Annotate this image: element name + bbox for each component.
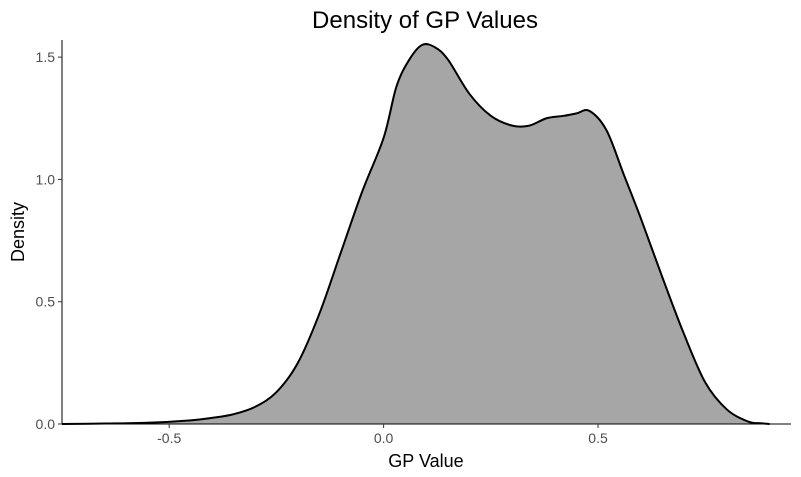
y-tick-label: 1.5 <box>36 49 56 65</box>
x-tick-label: -0.5 <box>157 430 181 446</box>
chart-title: Density of GP Values <box>312 7 538 34</box>
y-tick-label: 0.5 <box>36 294 56 310</box>
x-tick-label: 0.5 <box>588 430 608 446</box>
y-tick-label: 0.0 <box>36 416 56 432</box>
x-axis-ticks: -0.5 0.0 0.5 <box>157 424 608 446</box>
y-axis-title: Density <box>8 202 28 262</box>
y-axis-ticks: 0.0 0.5 1.0 1.5 <box>36 49 62 432</box>
density-area <box>62 44 770 425</box>
plot-area <box>61 43 770 425</box>
density-line <box>61 43 770 425</box>
x-tick-label: 0.0 <box>374 430 394 446</box>
x-axis-title: GP Value <box>388 451 463 471</box>
y-tick-label: 1.0 <box>36 171 56 187</box>
